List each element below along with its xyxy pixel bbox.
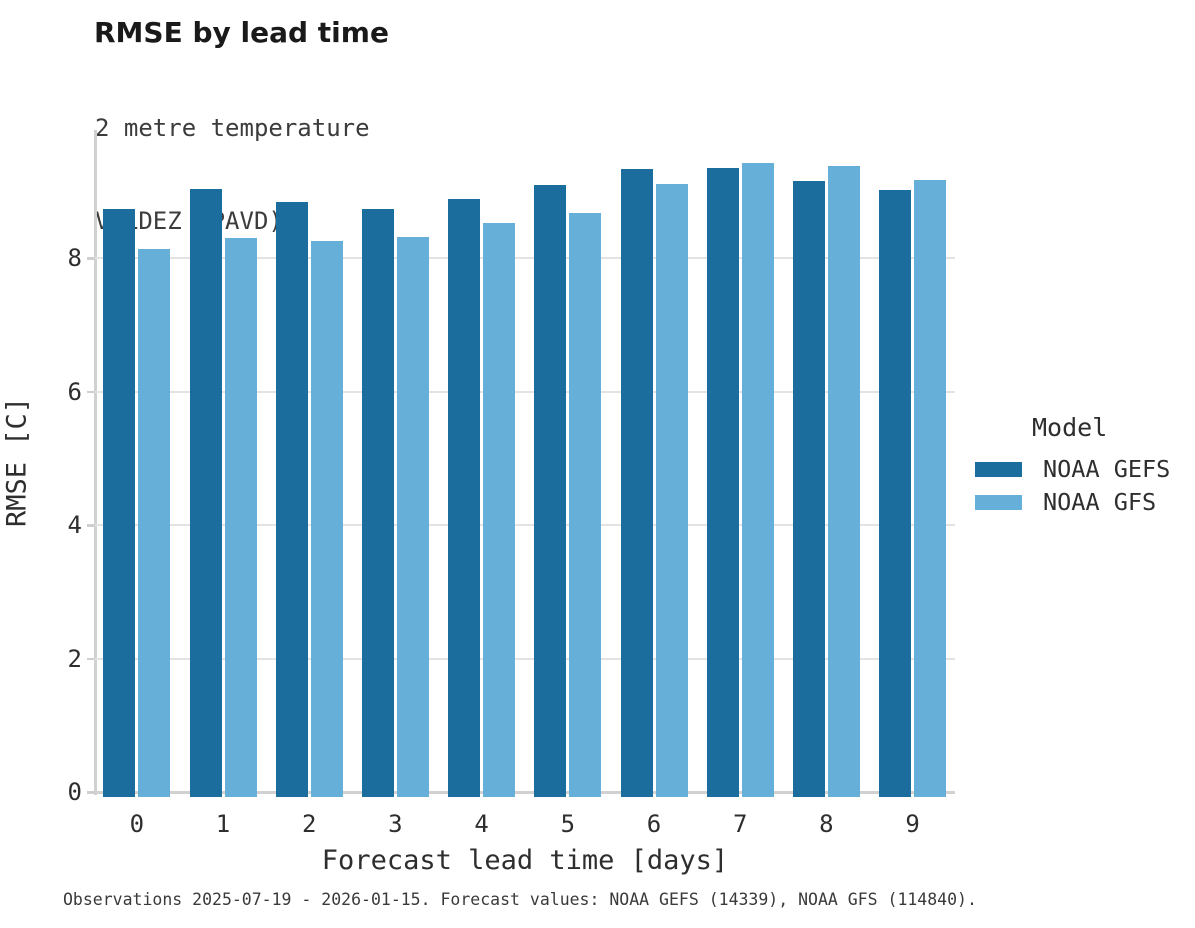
- bar-noaa-gfs-lead-0: [138, 249, 171, 797]
- x-tick-label-4: 4: [474, 810, 489, 838]
- legend-title: Model: [1032, 413, 1108, 442]
- bar-noaa-gefs-lead-2: [275, 201, 308, 797]
- y-axis-title: RMSE [C]: [1, 396, 33, 528]
- legend-label-noaa-gefs: NOAA GEFS: [1043, 455, 1171, 483]
- x-tick-label-9: 9: [905, 810, 920, 838]
- legend-swatch-noaa-gfs: [975, 494, 1022, 510]
- bar-noaa-gefs-lead-5: [534, 184, 567, 797]
- bar-noaa-gfs-lead-4: [483, 222, 516, 797]
- legend-swatch-noaa-gefs: [975, 461, 1022, 477]
- x-tick-label-8: 8: [819, 810, 834, 838]
- legend-label-noaa-gfs: NOAA GFS: [1043, 488, 1157, 516]
- x-tick-label-6: 6: [646, 810, 662, 838]
- bar-noaa-gefs-lead-1: [189, 188, 222, 797]
- bar-noaa-gfs-lead-6: [655, 183, 688, 797]
- y-tick-label-6: 6: [67, 377, 82, 406]
- y-tick-label-4: 4: [67, 511, 82, 539]
- y-tick-mark-2: [87, 657, 95, 660]
- legend-item-noaa-gfs: NOAA GFS: [975, 488, 1156, 516]
- bar-noaa-gefs-lead-6: [620, 169, 653, 797]
- bar-noaa-gfs-lead-2: [310, 240, 343, 797]
- gridline-6: [95, 390, 955, 393]
- y-tick-label-2: 2: [67, 644, 82, 673]
- x-tick-label-3: 3: [388, 810, 403, 838]
- gridline-4: [95, 524, 955, 526]
- bar-noaa-gefs-lead-3: [361, 208, 394, 797]
- x-tick-label-0: 0: [129, 810, 145, 838]
- footnote: Observations 2025-07-19 - 2026-01-15. Fo…: [63, 890, 977, 909]
- legend-item-noaa-gefs: NOAA GEFS: [975, 455, 1170, 483]
- x-tick-label-2: 2: [301, 810, 317, 838]
- bar-noaa-gefs-lead-7: [706, 167, 739, 797]
- x-axis-title: Forecast lead time [days]: [321, 845, 729, 876]
- bar-noaa-gfs-lead-7: [741, 162, 774, 797]
- bar-noaa-gfs-lead-8: [827, 165, 860, 797]
- bar-noaa-gfs-lead-5: [569, 213, 602, 797]
- y-tick-label-8: 8: [67, 244, 82, 272]
- bar-noaa-gfs-lead-1: [224, 237, 257, 797]
- gridline-2: [95, 657, 955, 660]
- bar-noaa-gefs-lead-4: [448, 199, 481, 797]
- y-tick-mark-8: [87, 257, 95, 260]
- x-tick-label-7: 7: [732, 810, 748, 838]
- gridline-8: [95, 257, 955, 259]
- bar-noaa-gfs-lead-3: [396, 237, 429, 797]
- subtitle-station: VALDEZ (PAVD): [95, 207, 283, 235]
- y-tick-mark-0: [87, 791, 95, 794]
- y-axis-spine: [93, 130, 97, 795]
- bar-noaa-gefs-lead-8: [792, 180, 825, 797]
- bar-noaa-gefs-lead-0: [103, 208, 136, 797]
- x-tick-label-5: 5: [560, 810, 576, 838]
- y-tick-mark-4: [87, 524, 95, 527]
- y-tick-mark-6: [87, 390, 95, 393]
- chart-title: RMSE by lead time: [94, 16, 389, 49]
- y-tick-label-0: 0: [67, 778, 82, 806]
- x-tick-label-1: 1: [215, 810, 231, 838]
- subtitle-variable: 2 metre temperature: [95, 114, 370, 142]
- bar-noaa-gfs-lead-9: [914, 179, 947, 797]
- bar-noaa-gefs-lead-9: [879, 189, 912, 797]
- x-axis-line: [93, 790, 955, 794]
